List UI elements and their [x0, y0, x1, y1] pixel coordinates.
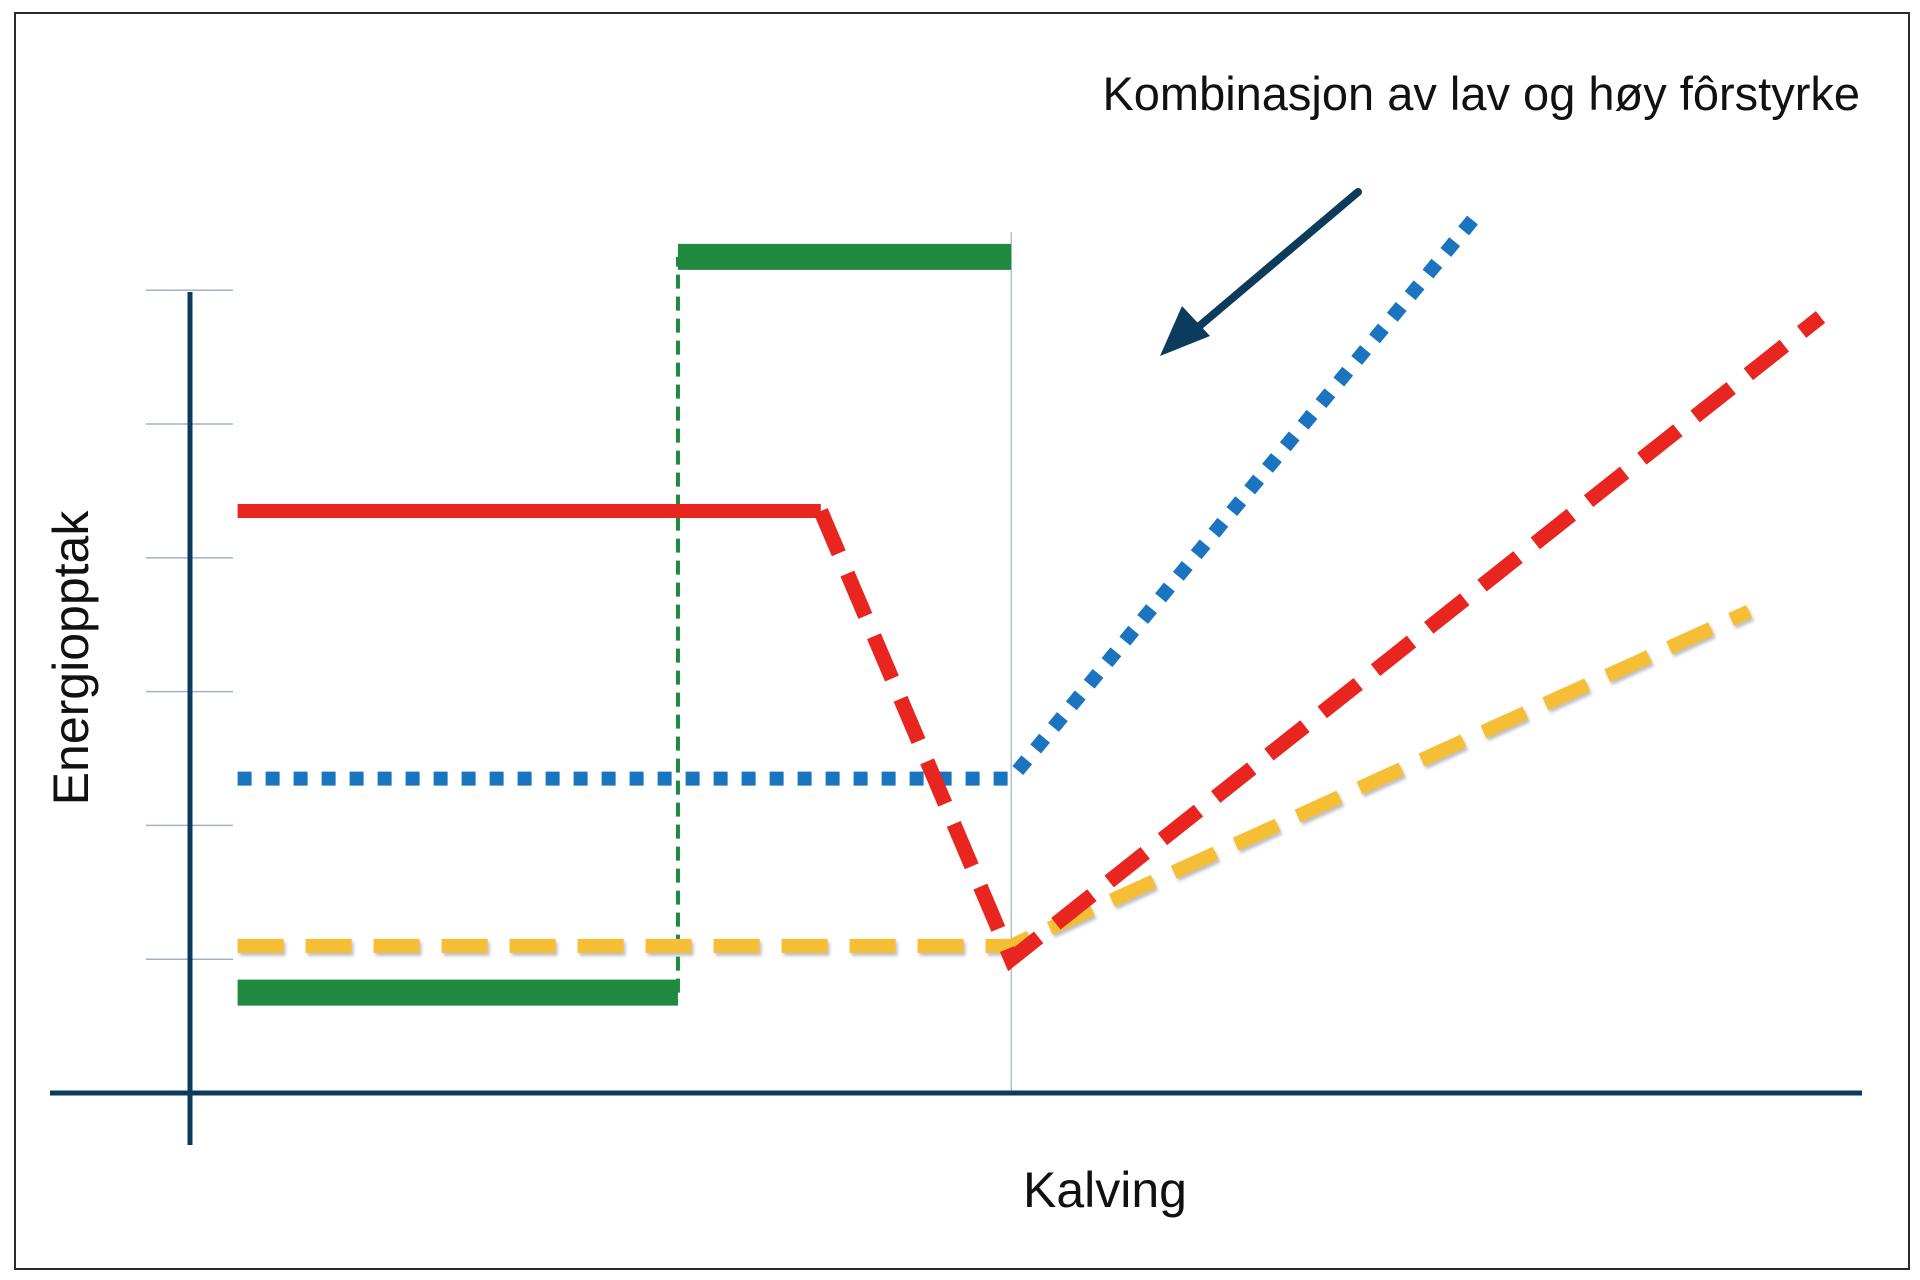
- series-red-dashed: [813, 311, 1826, 972]
- series-blue: [237, 212, 1481, 786]
- series-yellow: [237, 604, 1752, 953]
- y-ticks: [146, 289, 233, 960]
- figure-frame: [14, 12, 1910, 1270]
- annotation-arrow: [1160, 188, 1362, 356]
- y-axis-label: Energiopptak: [43, 510, 99, 806]
- x-axis-label: Kalving: [1023, 1162, 1187, 1218]
- annotation-text: Kombinasjon av lav og høy fôrstyrke: [1102, 67, 1860, 120]
- arrow-shaft: [1186, 188, 1362, 338]
- arrow-head: [1160, 306, 1210, 356]
- series-layer: [237, 212, 1826, 1006]
